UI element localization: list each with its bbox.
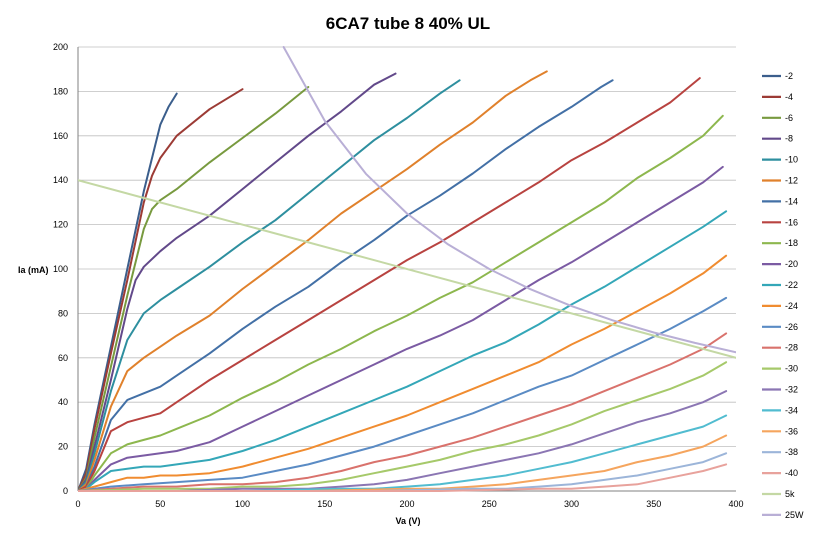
chart-title: 6CA7 tube 8 40% UL (326, 14, 490, 33)
legend-label: -32 (785, 385, 798, 395)
x-tick-label: 250 (482, 499, 497, 509)
series-line--6 (78, 86, 310, 492)
legend-label: -38 (785, 447, 798, 457)
y-tick-label: 60 (58, 353, 68, 363)
series-line--30 (78, 361, 728, 492)
series-line--22 (78, 210, 728, 492)
legend-label: -10 (785, 155, 798, 165)
series-line--20 (78, 165, 724, 492)
series-line--8 (78, 72, 397, 492)
legend-label: -26 (785, 322, 798, 332)
y-tick-label: 200 (53, 42, 68, 52)
series-line--40 (78, 463, 728, 492)
series-line--28 (78, 332, 728, 492)
series-line--34 (78, 414, 728, 492)
series-line--12 (78, 70, 548, 492)
y-tick-label: 160 (53, 131, 68, 141)
series-line--16 (78, 77, 701, 492)
legend-label: -34 (785, 405, 798, 415)
x-tick-label: 100 (235, 499, 250, 509)
y-tick-label: 20 (58, 442, 68, 452)
legend: -2 -4 -6 -8 -10 -12 -14 -16 -18 -20 -22 -24 -26 -28 -3… (762, 71, 804, 520)
legend-label: -40 (785, 468, 798, 478)
legend-label: -22 (785, 280, 798, 290)
legend-label: -20 (785, 259, 798, 269)
series-line--32 (78, 390, 728, 492)
series-line--4 (78, 88, 244, 492)
y-tick-label: 0 (63, 486, 68, 496)
series-line-25W (282, 46, 736, 354)
series-line--10 (78, 79, 461, 492)
legend-label: -16 (785, 217, 798, 227)
y-tick-label: 40 (58, 397, 68, 407)
x-tick-label: 150 (317, 499, 332, 509)
legend-label: 5k (785, 489, 795, 499)
y-tick-label: 180 (53, 86, 68, 96)
y-tick-label: 80 (58, 308, 68, 318)
y-tick-label: 100 (53, 264, 68, 274)
legend-label: 25W (785, 510, 804, 520)
x-tick-label: 0 (75, 499, 80, 509)
y-axis-label: Ia (mA) (18, 265, 49, 275)
series-line--26 (78, 296, 728, 492)
y-tick-label: 120 (53, 220, 68, 230)
series-lines (78, 46, 736, 492)
legend-label: -18 (785, 238, 798, 248)
x-tick-label: 350 (646, 499, 661, 509)
series-line--18 (78, 114, 724, 492)
legend-label: -12 (785, 176, 798, 186)
legend-label: -2 (785, 71, 793, 81)
y-tick-label: 140 (53, 175, 68, 185)
legend-label: -36 (785, 426, 798, 436)
series-line--14 (78, 79, 614, 492)
series-line-5k (78, 179, 736, 359)
x-tick-label: 400 (728, 499, 743, 509)
legend-label: -6 (785, 113, 793, 123)
series-line--36 (78, 434, 728, 492)
legend-label: -30 (785, 364, 798, 374)
x-tick-label: 300 (564, 499, 579, 509)
legend-label: -14 (785, 196, 798, 206)
series-line--24 (78, 254, 728, 492)
legend-label: -24 (785, 301, 798, 311)
x-axis-label: Va (V) (395, 516, 420, 526)
legend-label: -8 (785, 134, 793, 144)
x-tick-label: 50 (155, 499, 165, 509)
legend-label: -28 (785, 343, 798, 353)
series-line--38 (78, 452, 728, 492)
legend-label: -4 (785, 92, 793, 102)
x-tick-label: 200 (399, 499, 414, 509)
